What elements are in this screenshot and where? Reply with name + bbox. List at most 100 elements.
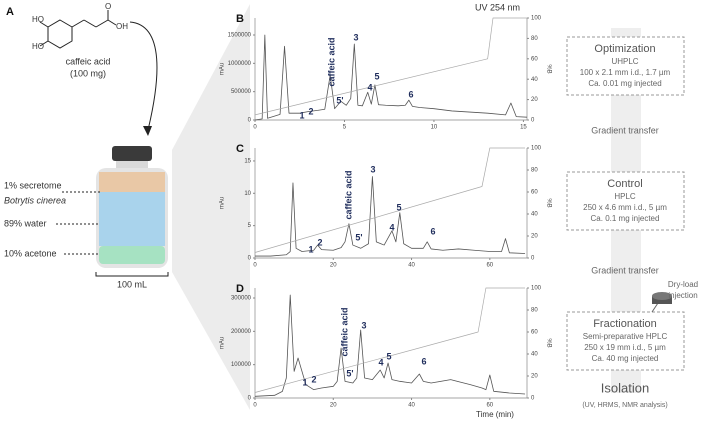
analysis: (UV, HRMS, NMR analysis): [582, 402, 667, 409]
neck: [116, 161, 148, 168]
peak-label: 4: [378, 357, 383, 367]
peak-label: 3: [361, 320, 366, 330]
peak-label: 4: [389, 222, 394, 232]
y-tick-label: 15: [244, 159, 251, 165]
peak-label: caffeic acid: [326, 37, 336, 86]
layer-label: 1% secretome: [4, 180, 62, 190]
x-tick-label: 0: [253, 125, 257, 131]
bracket: [95, 272, 169, 277]
x-tick-label: 15: [520, 125, 527, 131]
peak-label: 1: [308, 244, 313, 254]
axes: [254, 18, 528, 121]
x-tick-label: 5: [343, 125, 347, 131]
y-tick-label: 500000: [231, 89, 252, 95]
panel-label: D: [236, 283, 244, 295]
y-tick-label: 0: [248, 256, 252, 262]
y-tick-label: 100000: [231, 362, 252, 368]
step-line: Ca. 40 mg injected: [592, 354, 659, 363]
peak-label: 2: [317, 237, 322, 247]
transfer: Gradient transfer: [591, 125, 659, 135]
arrowhead: [143, 126, 152, 136]
peak-label: 1: [302, 377, 307, 387]
peak-label: 1: [299, 110, 304, 120]
y-axis-label: mAu: [220, 337, 226, 349]
step-title: Control: [607, 178, 642, 190]
peak-label: 5': [355, 232, 362, 242]
layer-label: 10% acetone: [4, 248, 57, 258]
layer: [99, 192, 165, 246]
y2-tick-label: 60: [531, 190, 538, 196]
y-axis-label: mAu: [220, 197, 226, 209]
layer: [99, 246, 165, 264]
layer-label: 89% water: [4, 218, 47, 228]
x-tick-label: 60: [486, 403, 493, 409]
step-line: 250 x 4.6 mm i.d., 5 µm: [583, 203, 667, 212]
peak-label: 3: [353, 32, 358, 42]
y-tick-label: 5: [248, 223, 252, 229]
y2-tick-label: 80: [531, 36, 538, 42]
volume: 100 mL: [117, 279, 147, 289]
arrow: [129, 21, 158, 131]
step-title: Fractionation: [593, 318, 657, 330]
step-line: HPLC: [614, 192, 636, 201]
peak-label: 4: [367, 82, 372, 92]
step-box: [566, 311, 685, 371]
x-tick-label: 0: [253, 263, 257, 269]
layer: [99, 172, 165, 192]
layer-label: Botrytis cinerea: [4, 195, 66, 205]
y2-tick-label: 100: [531, 286, 542, 292]
chart-title: UV 254 nm: [475, 2, 520, 12]
dry-load: injection: [668, 291, 697, 300]
axes: [254, 148, 528, 259]
x-tick-label: 10: [431, 125, 438, 131]
panel-label: A: [6, 6, 14, 18]
transfer: Gradient transfer: [591, 265, 659, 275]
y2-tick-label: 0: [531, 256, 535, 262]
x-axis-label: Time (min): [476, 410, 514, 419]
step-box: [566, 36, 685, 96]
peak-label: 3: [370, 164, 375, 174]
panel-label: C: [236, 143, 244, 155]
y2-tick-label: 40: [531, 212, 538, 218]
peak-label: 6: [430, 226, 435, 236]
atom-label: O: [105, 2, 111, 11]
step-line: Ca. 0.01 mg injected: [588, 79, 661, 88]
y-tick-label: 0: [248, 118, 252, 124]
y2-tick-label: 60: [531, 56, 538, 62]
peak-label: 5': [336, 95, 343, 105]
peak-label: 5': [346, 368, 353, 378]
atom-label: HO: [32, 15, 44, 24]
y2-tick-label: 60: [531, 330, 538, 336]
peak-label: 5: [396, 202, 401, 212]
x-tick-label: 20: [330, 263, 337, 269]
step-title: Optimization: [594, 43, 655, 55]
dry-load: Dry-load: [668, 280, 698, 289]
atom-label: OH: [116, 22, 128, 31]
atom-label: HO: [32, 42, 44, 51]
y2-tick-label: 80: [531, 308, 538, 314]
peak-label: 2: [308, 106, 313, 116]
fan: [172, 4, 250, 410]
trace: [254, 294, 526, 397]
y-tick-label: 10: [244, 191, 251, 197]
step-box: [566, 171, 685, 231]
trace: [254, 147, 526, 253]
trace: [254, 287, 526, 393]
y-tick-label: 1000000: [228, 61, 252, 67]
x-tick-label: 20: [330, 403, 337, 409]
structure: [39, 10, 117, 49]
y2-tick-label: 80: [531, 168, 538, 174]
trace: [254, 17, 527, 116]
y-tick-label: 300000: [231, 296, 252, 302]
y2-axis-label: %B: [545, 198, 551, 207]
y2-tick-label: 0: [531, 118, 535, 124]
step-line: 100 x 2.1 mm i.d., 1.7 µm: [580, 68, 671, 77]
y-axis-label: mAu: [220, 63, 226, 75]
step-line: UHPLC: [611, 57, 638, 66]
x-tick-label: 0: [253, 403, 257, 409]
y2-tick-label: 100: [531, 146, 542, 152]
y2-tick-label: 20: [531, 97, 538, 103]
cylinder-top: [652, 292, 672, 300]
compound: caffeic acid: [66, 56, 111, 66]
